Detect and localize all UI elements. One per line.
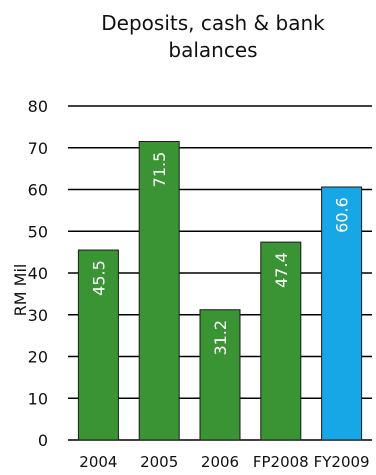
y-tick-label: 70: [28, 139, 48, 158]
x-tick-label: 2006: [201, 453, 239, 471]
bar-value-label: 47.4: [272, 252, 291, 288]
x-tick-label: FY2009: [314, 453, 370, 471]
y-tick-label: 20: [28, 348, 48, 367]
x-tick-label: 2004: [79, 453, 117, 471]
x-tick-labels: 2004 2005 2006 FP2008 FY2009: [79, 453, 369, 471]
y-tick-label: 80: [28, 97, 48, 116]
bar-value-label: 31.2: [211, 320, 230, 356]
y-tick-label: 10: [28, 389, 48, 408]
bar-value-labels: 45.5 71.5 31.2 47.4 60.6: [89, 152, 351, 356]
bar-value-label: 45.5: [89, 260, 108, 296]
chart-title: Deposits, cash & bank balances: [101, 11, 325, 62]
chart-title-line-1: Deposits, cash & bank: [101, 11, 325, 35]
y-axis-label: RM Mil: [11, 264, 30, 317]
bars: [77, 140, 363, 441]
x-tick-label: FP2008: [253, 453, 309, 471]
chart-title-line-2: balances: [168, 38, 257, 62]
bar-value-label: 60.6: [333, 197, 352, 233]
bar-2005: [138, 140, 180, 441]
bar-value-label: 71.5: [150, 152, 169, 188]
y-tick-label: 0: [38, 431, 48, 450]
y-tick-label: 50: [28, 222, 48, 241]
y-tick-label: 30: [28, 306, 48, 325]
bar-2006: [199, 309, 241, 441]
y-tick-labels: 0 10 20 30 40 50 60 70 80: [28, 97, 48, 450]
bar-fy2009: [321, 186, 363, 441]
bar-2004: [77, 249, 119, 441]
x-tick-label: 2005: [140, 453, 178, 471]
y-tick-label: 60: [28, 181, 48, 200]
y-tick-label: 40: [28, 264, 48, 283]
bar-fp2008: [260, 241, 302, 441]
